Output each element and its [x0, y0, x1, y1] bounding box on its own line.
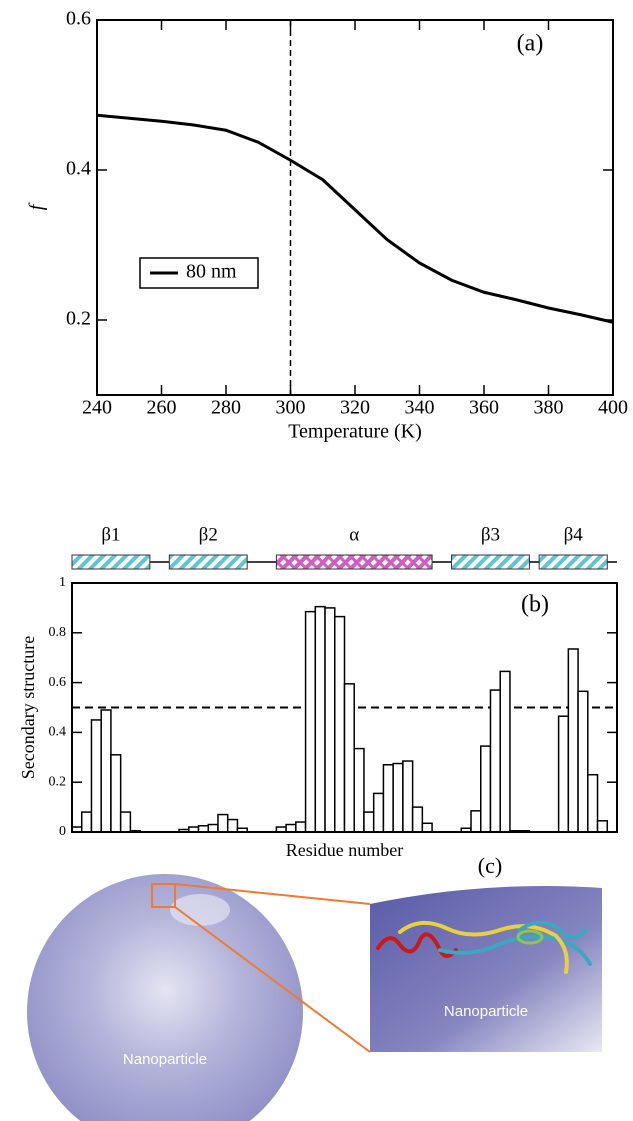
y-tick-label: 0 — [59, 824, 66, 839]
bar — [90, 719, 102, 833]
panel-label: (c) — [478, 853, 502, 878]
y-tick-label: 1 — [59, 575, 66, 590]
segment-label: β1 — [101, 524, 120, 545]
bar — [226, 818, 239, 833]
structure-segment — [538, 554, 608, 570]
bar — [110, 754, 122, 833]
bar — [411, 806, 424, 833]
bar — [100, 709, 112, 833]
zoom-label: Nanoparticle — [444, 1003, 528, 1020]
bar — [304, 610, 317, 833]
legend-label: 80 nm — [186, 261, 237, 283]
zoom-line — [174, 883, 371, 905]
segment-label: α — [349, 524, 359, 545]
zoom-box — [151, 883, 176, 908]
y-tick-label: 0.2 — [49, 774, 67, 789]
bar — [119, 811, 132, 833]
nanoparticle-sphere — [27, 874, 303, 1121]
illustration: (c) Nanoparticle Nanoparticle — [27, 853, 602, 1121]
bar — [499, 670, 511, 833]
y-tick-label: 0.6 — [66, 8, 91, 30]
zoom-line — [174, 906, 371, 1053]
y-axis-label: Secondary structure — [18, 636, 38, 779]
y-tick-label: 0.4 — [49, 725, 67, 740]
bar — [353, 747, 365, 833]
panel-label: (a) — [517, 31, 544, 57]
structure-segment — [451, 554, 530, 570]
bar — [343, 683, 355, 833]
bar — [217, 813, 229, 833]
x-tick-label: 380 — [534, 397, 564, 419]
panel-label: (b) — [521, 592, 549, 618]
x-axis-label: Temperature (K) — [288, 421, 422, 443]
bar — [324, 607, 336, 833]
bar — [402, 760, 414, 833]
bar — [314, 605, 326, 833]
x-tick-label: 280 — [211, 397, 241, 419]
x-tick-label: 400 — [598, 397, 628, 419]
x-tick-label: 240 — [82, 397, 112, 419]
plot-frame — [71, 582, 618, 833]
bar — [285, 823, 297, 833]
structure-segment — [275, 554, 433, 570]
x-tick-label: 300 — [276, 397, 306, 419]
x-tick-label: 320 — [340, 397, 370, 419]
bar — [557, 715, 570, 833]
bar — [587, 773, 599, 833]
structure-segment — [71, 554, 151, 570]
bar — [372, 792, 385, 833]
bar — [363, 811, 375, 833]
zoom-panel — [370, 886, 602, 1052]
plot-frame — [96, 19, 614, 396]
x-tick-label: 340 — [405, 397, 435, 419]
bar — [470, 810, 482, 833]
y-tick-label: 0.4 — [66, 158, 91, 180]
bar — [295, 821, 307, 833]
y-axis-label: f — [26, 202, 48, 210]
sphere-label: Nanoparticle — [123, 1051, 207, 1068]
bar — [421, 822, 433, 833]
bar — [596, 820, 609, 833]
bar — [382, 764, 394, 833]
segment-label: β3 — [481, 524, 500, 545]
segment-label: β4 — [564, 524, 584, 545]
y-tick-label: 0.8 — [49, 625, 67, 640]
bar — [577, 690, 589, 833]
x-axis-label: Residue number — [286, 840, 403, 860]
bar — [334, 615, 346, 833]
bar — [207, 823, 219, 833]
bar — [567, 648, 579, 833]
bar — [489, 689, 501, 833]
protein — [376, 920, 592, 974]
y-tick-label: 0.2 — [66, 308, 91, 330]
x-tick-label: 260 — [147, 397, 177, 419]
highlight — [170, 894, 230, 926]
structure-segment — [168, 554, 248, 570]
line-series — [96, 113, 614, 324]
bar — [80, 811, 93, 833]
y-tick-label: 0.6 — [49, 675, 67, 690]
x-tick-label: 360 — [469, 397, 499, 419]
bar — [392, 762, 404, 833]
bar — [480, 745, 492, 833]
segment-label: β2 — [199, 524, 218, 545]
